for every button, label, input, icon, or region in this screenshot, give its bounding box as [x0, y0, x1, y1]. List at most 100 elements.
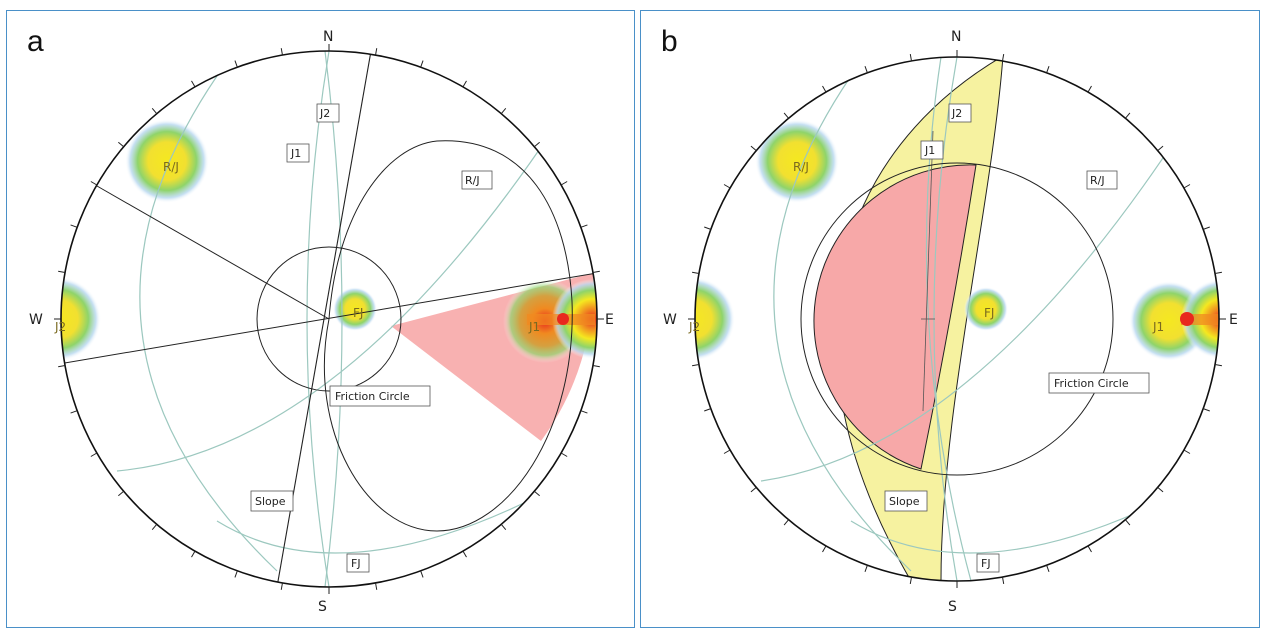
tick-mark: [822, 545, 827, 553]
plane-line-j1: [922, 130, 934, 412]
contour-e-peak: [557, 313, 569, 325]
tick-mark: [1157, 145, 1164, 151]
great-circle-j1: [306, 51, 330, 587]
tick-mark: [280, 582, 283, 590]
label-box-rj: R/J: [461, 170, 493, 190]
svg-text:Friction Circle: Friction Circle: [1054, 377, 1129, 390]
tick-mark: [118, 490, 125, 497]
svg-text:J1: J1: [290, 147, 301, 160]
label-box-slope: Slope: [884, 490, 928, 512]
blob-label-rj: R/J: [793, 160, 809, 174]
great-circle-fj-2: [216, 480, 568, 554]
label-box-j2: J2: [316, 103, 340, 123]
tick-mark: [723, 184, 731, 189]
north-label: N: [951, 29, 961, 45]
tick-mark: [909, 576, 912, 585]
svg-text:Slope: Slope: [255, 495, 286, 508]
label-box-j2: J2: [948, 103, 972, 123]
tick-mark: [592, 365, 600, 368]
contour-rj: [755, 119, 839, 203]
tick-mark: [420, 60, 424, 68]
blob-label-j2: J2: [54, 320, 66, 334]
svg-text:FJ: FJ: [351, 557, 361, 570]
tick-mark: [1203, 408, 1210, 412]
label-box-rj: R/J: [1086, 170, 1118, 190]
svg-text:Slope: Slope: [889, 495, 920, 508]
tick-mark: [864, 66, 868, 73]
great-circle-fj: [760, 130, 1182, 482]
tick-mark: [58, 270, 66, 273]
stereonet-panel-a: a: [6, 10, 635, 628]
contour-j2: [695, 277, 735, 361]
tick-mark: [151, 108, 158, 115]
svg-text:R/J: R/J: [465, 174, 480, 187]
tick-mark: [1214, 364, 1223, 367]
blob-label-j1: J1: [1152, 320, 1164, 334]
tick-mark: [783, 519, 789, 526]
tick-mark: [1183, 449, 1191, 454]
tick-mark: [1046, 565, 1050, 572]
tick-mark: [691, 364, 700, 367]
friction-circle: [800, 162, 1114, 476]
great-circle-j2: [324, 51, 343, 587]
tick-mark: [822, 85, 827, 93]
tick-mark: [723, 449, 731, 454]
tick-mark: [704, 226, 711, 230]
label-box-j1: J1: [286, 143, 310, 163]
contour-j2: [61, 277, 101, 361]
svg-text:J1: J1: [924, 144, 935, 157]
tick-mark: [909, 53, 912, 62]
tick-mark: [90, 181, 98, 186]
blob-label-fj: FJ: [984, 306, 994, 320]
label-box-fj: FJ: [976, 553, 1000, 573]
stereonet-b: N S E W R/J FJ J1 J2 J2 J1 R/J Friction …: [663, 29, 1238, 615]
contour-e: [1181, 279, 1219, 359]
tick-marks: [54, 44, 604, 594]
contour-e-band: [1181, 314, 1219, 325]
east-label: E: [1229, 312, 1238, 328]
plane-line-2: [61, 272, 597, 367]
friction-circle: [256, 246, 402, 392]
tick-marks: [688, 50, 1226, 588]
svg-text:J2: J2: [951, 107, 962, 120]
tick-mark: [375, 582, 378, 590]
tick-mark: [151, 523, 158, 530]
blob-label-fj: FJ: [353, 306, 363, 320]
contour-e-peak: [1180, 312, 1194, 326]
west-label: W: [663, 312, 677, 328]
tick-mark: [592, 270, 600, 273]
tick-mark: [58, 365, 66, 368]
svg-text:Friction Circle: Friction Circle: [335, 390, 410, 403]
tick-mark: [864, 565, 868, 572]
tick-mark: [750, 487, 757, 493]
tick-mark: [70, 224, 78, 228]
tick-mark: [1002, 576, 1005, 585]
contour-fj: [964, 287, 1008, 331]
tick-mark: [1125, 519, 1131, 526]
west-label: W: [29, 312, 43, 328]
tick-mark: [70, 410, 78, 414]
tick-mark: [191, 550, 196, 558]
tick-mark: [118, 141, 125, 148]
label-box-fj: FJ: [346, 553, 370, 573]
tick-mark: [280, 48, 283, 56]
tick-mark: [462, 80, 467, 88]
tick-mark: [533, 490, 540, 497]
tick-mark: [500, 523, 507, 530]
svg-text:FJ: FJ: [981, 557, 991, 570]
tick-mark: [1046, 66, 1050, 73]
south-label: S: [948, 599, 957, 615]
tick-mark: [580, 410, 588, 414]
tick-mark: [420, 570, 424, 578]
tick-mark: [783, 112, 789, 119]
great-circle-rj: [139, 75, 278, 572]
daylight-envelope: [324, 140, 573, 532]
panel-letter-b: b: [661, 25, 678, 58]
label-box-slope: Slope: [250, 490, 294, 512]
north-label: N: [323, 29, 333, 45]
tick-mark: [90, 452, 98, 457]
contour-fj: [333, 287, 377, 331]
tick-mark: [1157, 487, 1164, 493]
contour-rj: [125, 119, 209, 203]
tick-mark: [462, 550, 467, 558]
